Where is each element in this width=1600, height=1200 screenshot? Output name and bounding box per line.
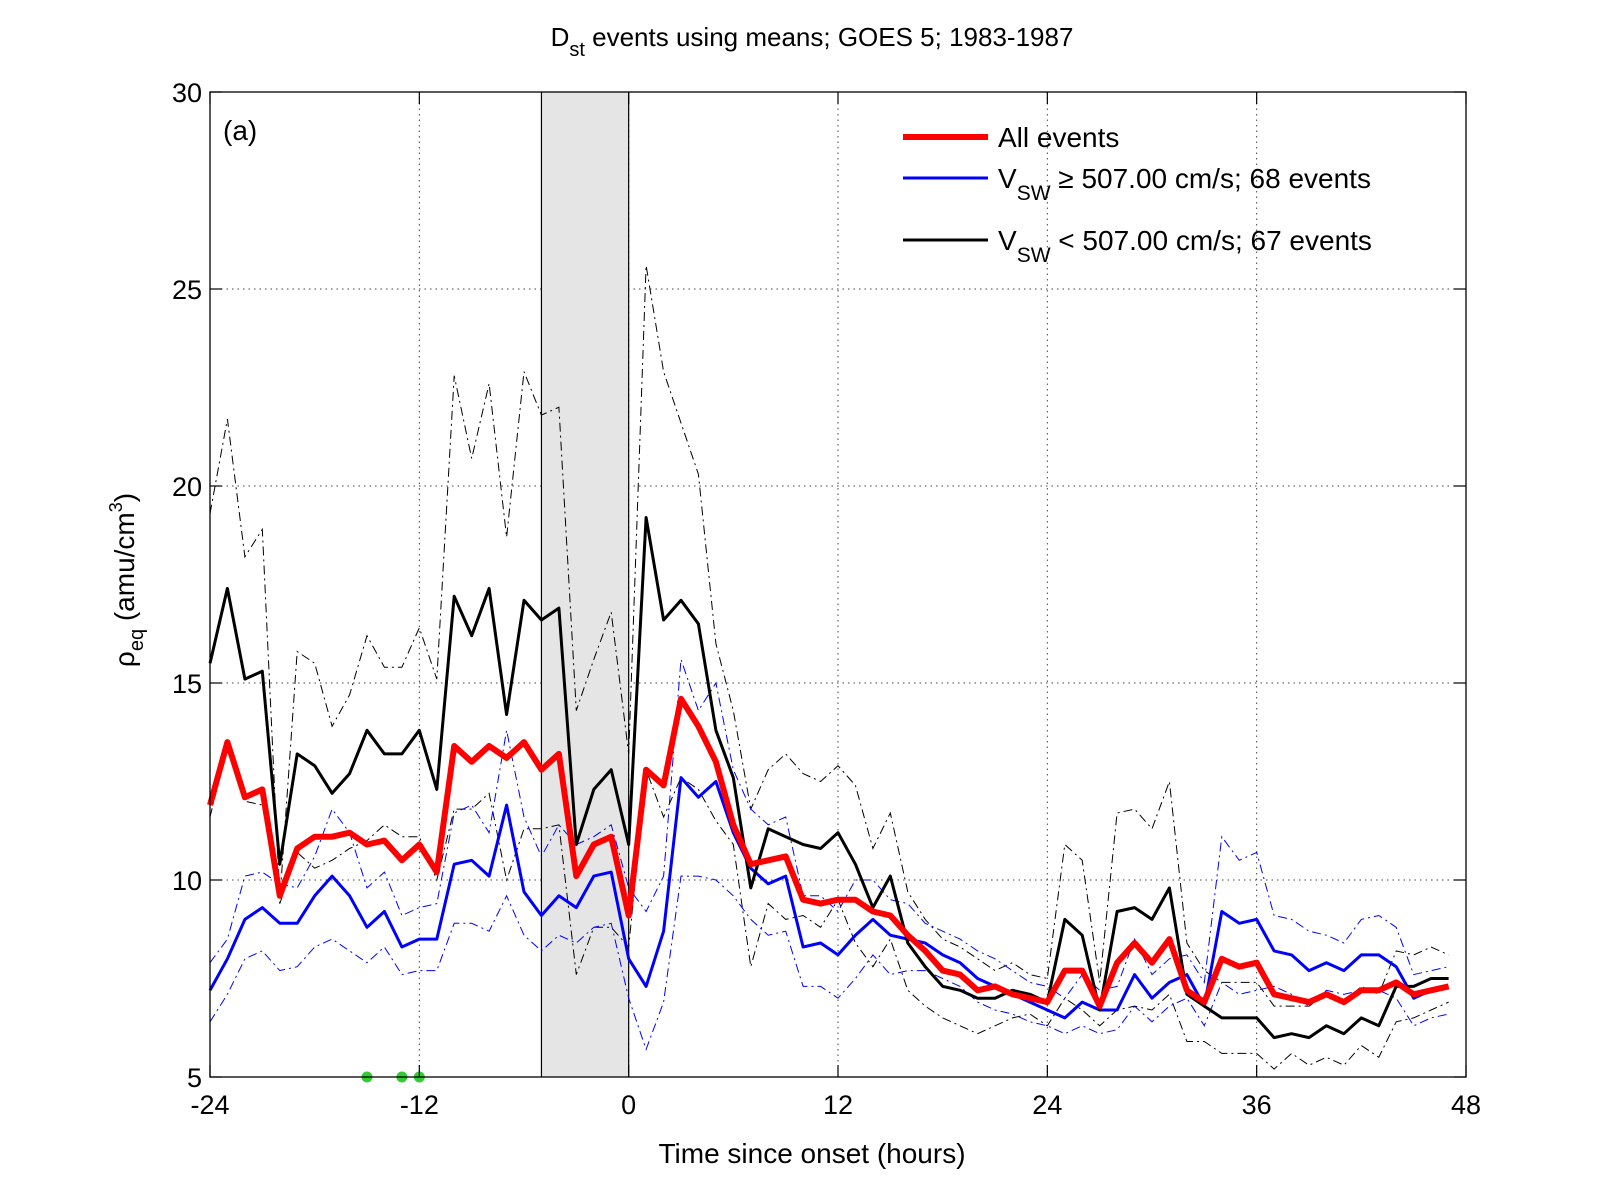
chart-title: Dst events using means; GOES 5; 1983-198…	[551, 22, 1074, 61]
series-line-2	[208, 516, 1449, 1040]
legend-entry-sub: SW	[1017, 244, 1051, 267]
spread-line-1	[209, 744, 1449, 1070]
legend-entry-main: V	[998, 225, 1017, 256]
series-lines	[207, 516, 1450, 1040]
spread-line-3	[209, 875, 1449, 1051]
panel-label: (a)	[223, 115, 257, 146]
x-tick-label: 48	[1451, 1090, 1481, 1120]
tick-labels: -24 -12 0 12 24 36 48 5 10 15 20 25 30	[172, 78, 1481, 1120]
series-line-0	[207, 695, 1450, 1010]
legend-entry-sub: SW	[1017, 182, 1051, 205]
y-tick-label: 30	[172, 78, 202, 108]
legend-entry-rest: ≥ 507.00 cm/s; 68 events	[1051, 163, 1371, 194]
y-tick-label: 15	[172, 669, 202, 699]
series-line-1	[208, 776, 1449, 1020]
shaded-region	[541, 92, 629, 1077]
x-tick-label: -24	[190, 1090, 229, 1120]
legend-entry-main: V	[998, 163, 1017, 194]
legend-entry-1: VSW ≥ 507.00 cm/s; 68 events	[998, 163, 1371, 205]
y-axis-label: ρeq (amu/cm3)	[106, 493, 148, 667]
legend-entry-rest: < 507.00 cm/s; 67 events	[1051, 225, 1372, 256]
legend-entry-2: VSW < 507.00 cm/s; 67 events	[998, 225, 1372, 267]
legend-entry-main: All events	[998, 122, 1119, 153]
x-tick-label: 0	[621, 1090, 636, 1120]
y-tick-label: 10	[172, 866, 202, 896]
y-tick-label: 20	[172, 472, 202, 502]
x-tick-label: -12	[400, 1090, 439, 1120]
legend-entry-0: All events	[998, 122, 1119, 153]
x-tick-label: 36	[1242, 1090, 1272, 1120]
y-tick-label: 5	[187, 1063, 202, 1093]
spread-line-0	[209, 265, 1449, 1007]
y-tick-label: 25	[172, 275, 202, 305]
axes	[209, 91, 1467, 1078]
x-tick-label: 24	[1032, 1090, 1062, 1120]
x-axis-label: Time since onset (hours)	[658, 1138, 965, 1169]
x-tick-label: 12	[823, 1090, 853, 1120]
shaded-interval	[540, 92, 630, 1077]
